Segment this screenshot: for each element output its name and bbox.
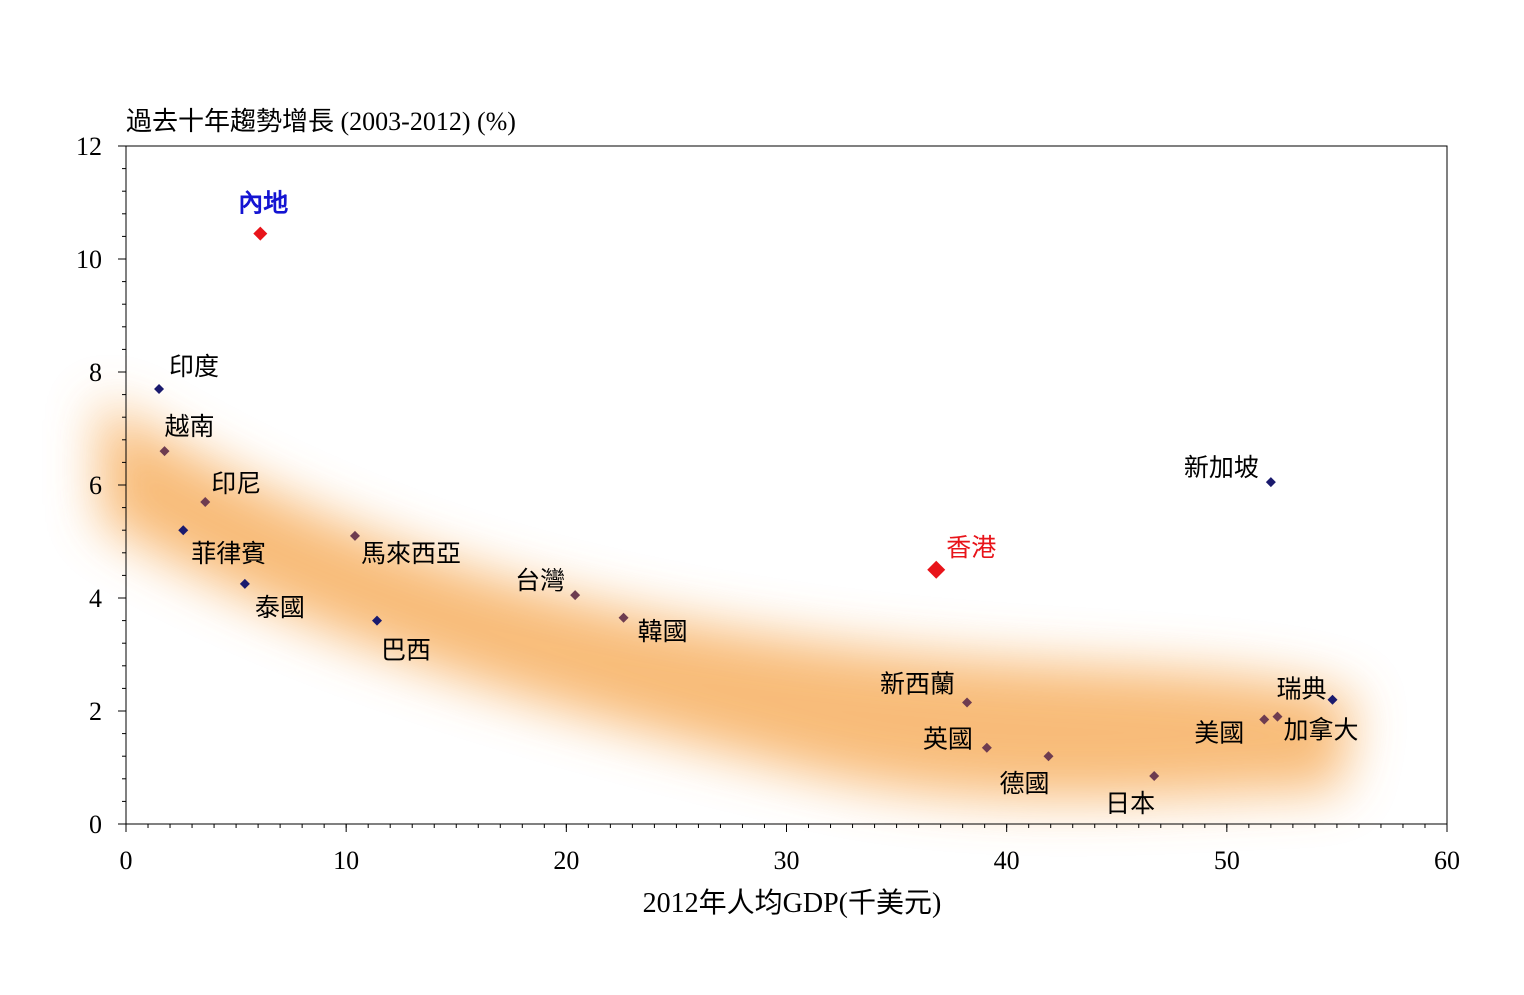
- data-point: [200, 496, 211, 507]
- trend-band-shape: [100, 400, 1355, 799]
- data-point: [159, 446, 170, 457]
- point-label: 加拿大: [1283, 716, 1358, 745]
- point-label: 美國: [1194, 718, 1244, 747]
- data-point: [1265, 477, 1276, 488]
- data-point: [1327, 694, 1338, 705]
- y-tick-label: 12: [76, 132, 102, 161]
- y-tick-label: 0: [89, 810, 102, 839]
- point-label: 日本: [1105, 789, 1155, 818]
- point-label: 韓國: [638, 617, 688, 646]
- data-point: [570, 590, 581, 601]
- data-point: [981, 742, 992, 753]
- x-axis-label: 2012年人均GDP(千美元): [643, 887, 942, 919]
- point-label: 瑞典: [1276, 675, 1326, 704]
- y-tick-label: 4: [89, 584, 102, 613]
- x-tick-label: 40: [994, 846, 1020, 875]
- trend-band: [100, 400, 1355, 799]
- data-point: [1259, 714, 1270, 725]
- chart-title: 過去十年趨勢增長 (2003-2012) (%): [126, 107, 516, 136]
- point-label: 泰國: [255, 593, 305, 622]
- point-label: 越南: [165, 412, 215, 441]
- point-label: 印度: [169, 352, 219, 381]
- data-point: [962, 697, 973, 708]
- y-tick-label: 8: [89, 358, 102, 387]
- point-label: 馬來西亞: [361, 539, 461, 568]
- y-tick-label: 6: [89, 471, 102, 500]
- x-tick-label: 30: [774, 846, 800, 875]
- point-label: 印尼: [211, 469, 261, 498]
- point-label: 內地: [238, 189, 288, 218]
- point-label: 巴西: [381, 636, 431, 665]
- point-label: 新加坡: [1184, 453, 1259, 482]
- axes: 0 2 4 6 8 10 12 0 10 20 30 40 50 60: [76, 132, 1460, 875]
- data-point: [1043, 751, 1054, 762]
- x-tick-label: 10: [333, 846, 359, 875]
- data-point: [927, 560, 946, 579]
- data-point: [371, 615, 382, 626]
- point-label: 菲律賓: [191, 539, 266, 568]
- point-label: 英國: [923, 725, 973, 754]
- data-point: [154, 383, 165, 394]
- x-tick-label: 20: [553, 846, 579, 875]
- y-tick-label: 2: [89, 697, 102, 726]
- point-label: 香港: [946, 533, 996, 562]
- data-point: [1272, 711, 1283, 722]
- data-points: [154, 226, 1338, 781]
- x-tick-label: 0: [120, 846, 133, 875]
- data-point: [349, 530, 360, 541]
- point-label: 台灣: [515, 566, 565, 595]
- point-label: 新西蘭: [880, 670, 955, 699]
- data-point: [239, 578, 250, 589]
- y-tick-label: 10: [76, 245, 102, 274]
- data-point: [618, 612, 629, 623]
- x-tick-label: 60: [1434, 846, 1460, 875]
- x-tick-label: 50: [1214, 846, 1240, 875]
- data-point: [1149, 770, 1160, 781]
- data-point: [253, 226, 268, 241]
- data-point: [178, 525, 189, 536]
- point-label: 德國: [999, 769, 1049, 798]
